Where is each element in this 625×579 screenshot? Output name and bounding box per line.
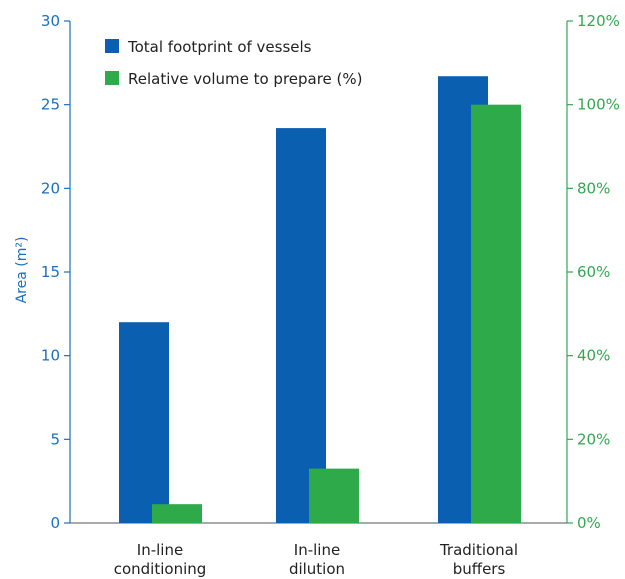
left-tick-label: 0 (50, 514, 60, 532)
category-label: Traditional buffers (439, 541, 518, 578)
left-tick-label: 5 (50, 430, 60, 448)
legend-label: Total footprint of vessels (127, 38, 312, 56)
category-labels: In-line conditioning In-line dilution Tradit… (114, 541, 518, 578)
legend-swatch (105, 39, 119, 53)
bar-relative-volume (471, 104, 521, 524)
legend-swatch (105, 71, 119, 85)
right-tick-label: 40% (577, 347, 610, 365)
right-axis-ticks: 0% 20% 40% 60% 80% 100% 120% (567, 12, 620, 532)
left-tick-label: 25 (41, 96, 60, 114)
legend-label: Relative volume to prepare (%) (128, 70, 363, 88)
right-tick-label: 100% (577, 96, 620, 114)
y-axis-title: Area (m²) (14, 237, 30, 304)
bar-footprint (119, 322, 169, 523)
left-axis-ticks: 0 5 10 15 20 25 30 (41, 12, 70, 532)
bar-relative-volume (152, 504, 202, 523)
left-tick-label: 15 (41, 263, 60, 281)
bar-relative-volume (309, 468, 359, 523)
right-tick-label: 80% (577, 179, 610, 197)
right-tick-label: 60% (577, 263, 610, 281)
left-tick-label: 10 (41, 347, 60, 365)
left-tick-label: 30 (41, 12, 60, 30)
legend: Total footprint of vessels Relative volum… (105, 38, 363, 88)
bars (119, 76, 521, 524)
right-tick-label: 120% (577, 12, 620, 30)
category-label: In-line conditioning (114, 541, 207, 578)
left-tick-label: 20 (41, 179, 60, 197)
bar-footprint (276, 128, 326, 524)
category-label: In-line dilution (289, 541, 345, 578)
right-tick-label: 0% (577, 514, 601, 532)
right-tick-label: 20% (577, 430, 610, 448)
